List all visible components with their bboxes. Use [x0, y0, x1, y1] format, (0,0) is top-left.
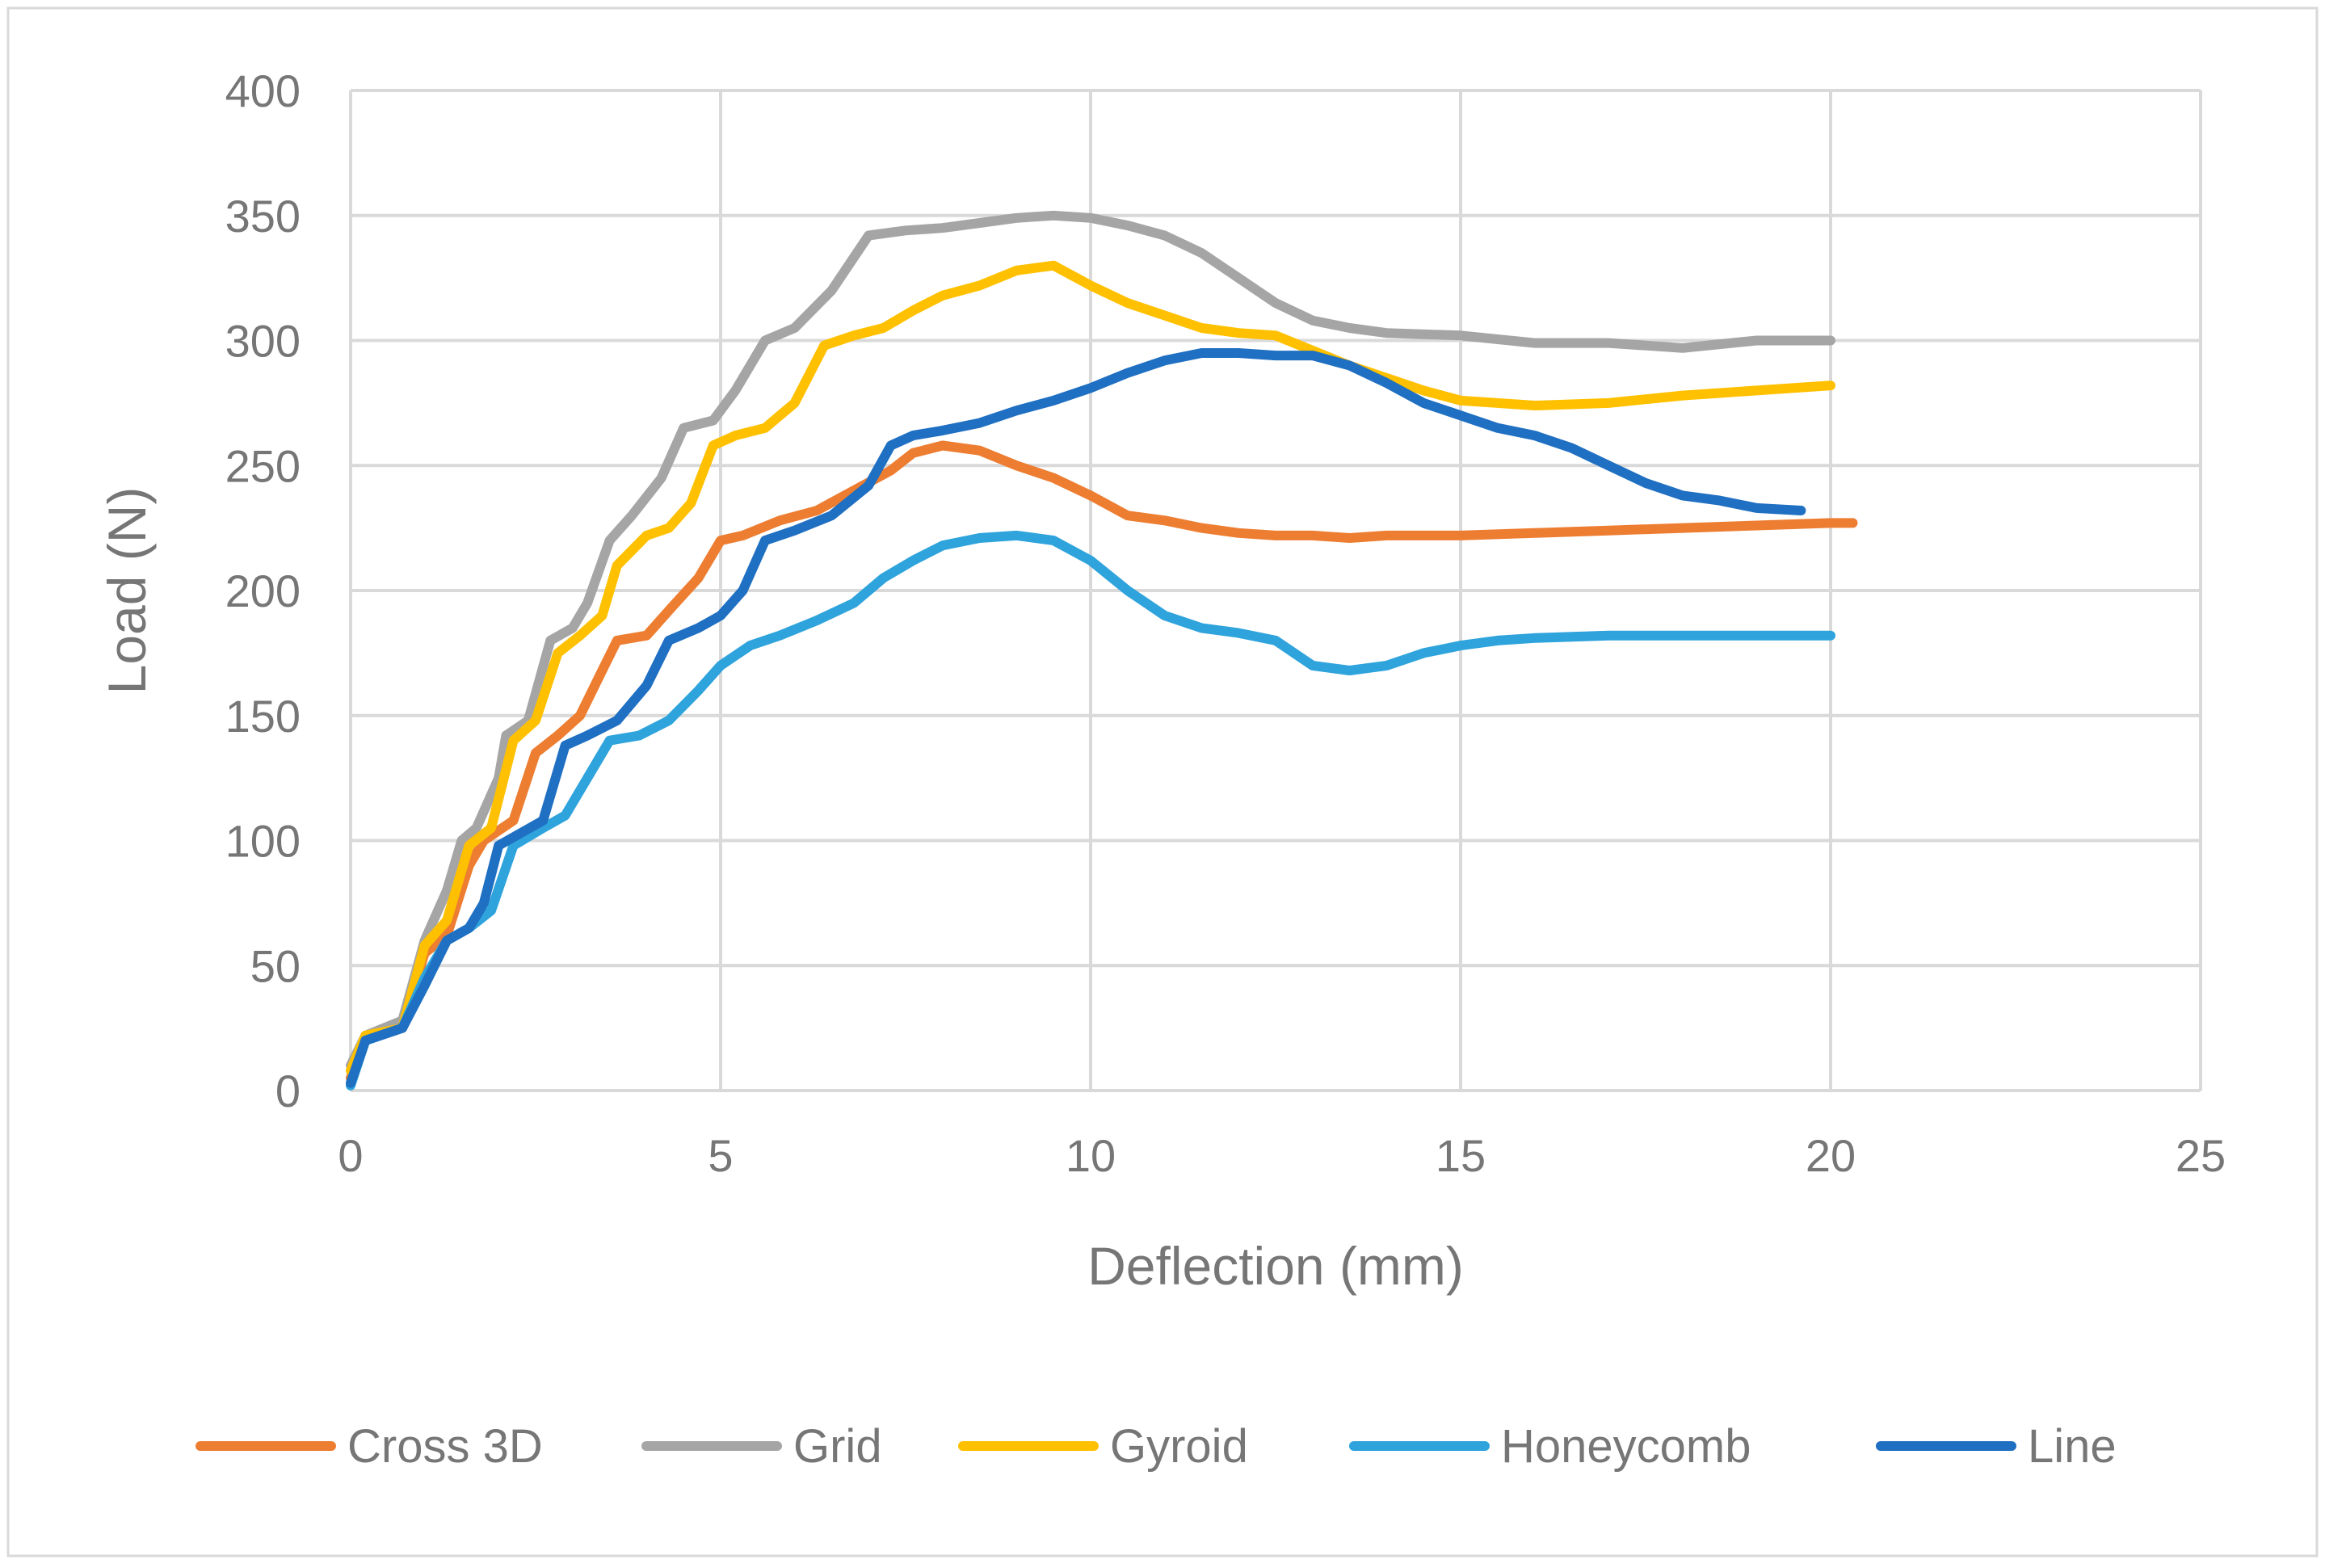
data-series — [346, 210, 1858, 1091]
x-tick-label: 0 — [338, 1130, 363, 1181]
series-line — [346, 530, 1835, 1091]
y-tick-label: 150 — [225, 691, 301, 742]
y-tick-label: 300 — [225, 316, 301, 367]
legend-label: Gyroid — [1110, 1420, 1248, 1473]
x-tick-label: 15 — [1436, 1130, 1486, 1181]
x-tick-label: 10 — [1066, 1130, 1116, 1181]
y-tick-label: 250 — [225, 440, 301, 491]
chart-border — [6, 6, 2319, 1557]
legend-label: Honeycomb — [1501, 1420, 1751, 1473]
y-tick-label: 350 — [225, 191, 301, 242]
legend-label: Grid — [793, 1420, 882, 1473]
y-axis-title: Load (N) — [97, 487, 157, 695]
legend: Cross 3D Grid Gyroid Honeycomb Line — [196, 1420, 2117, 1473]
series-line — [346, 210, 1835, 1070]
y-tick-label: 200 — [225, 565, 301, 616]
x-tick-label: 20 — [1806, 1130, 1856, 1181]
legend-label: Line — [2028, 1420, 2117, 1473]
y-tick-label: 100 — [225, 816, 301, 867]
series-line — [346, 348, 1806, 1088]
x-axis-title: Deflection (mm) — [1087, 1236, 1464, 1296]
series-line — [346, 440, 1858, 1083]
y-tick-label: 50 — [250, 940, 301, 991]
grid-lines — [349, 89, 2202, 1092]
axis-ticks: 0 50 100 150 200 250 300 350 400 0 5 10 15 20 25 — [225, 65, 2226, 1181]
x-tick-label: 25 — [2176, 1130, 2226, 1181]
y-tick-label: 0 — [275, 1066, 301, 1116]
y-tick-label: 400 — [225, 65, 301, 116]
legend-label: Cross 3D — [347, 1420, 543, 1473]
x-tick-label: 5 — [708, 1130, 733, 1181]
